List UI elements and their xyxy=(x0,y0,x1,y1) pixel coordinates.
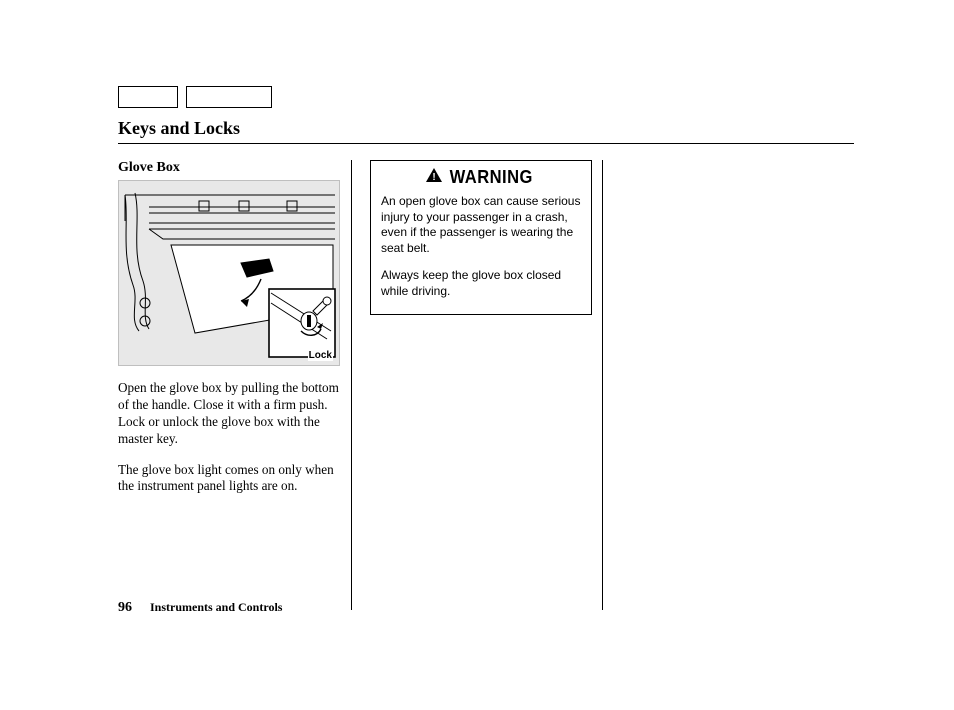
warning-title-row: ! WARNING xyxy=(371,161,591,194)
glove-box-para-2: The glove box light comes on only when t… xyxy=(118,462,340,496)
warning-word: WARNING xyxy=(449,167,532,188)
header-box-1 xyxy=(118,86,178,108)
glove-box-para-1: Open the glove box by pulling the bottom… xyxy=(118,380,340,448)
glove-box-figure: Lock xyxy=(118,180,340,366)
column-2: ! WARNING An open glove box can cause se… xyxy=(370,160,603,610)
column-3 xyxy=(621,160,854,610)
warning-box: ! WARNING An open glove box can cause se… xyxy=(370,160,592,315)
page-number: 96 xyxy=(118,600,132,615)
column-divider-2 xyxy=(602,160,603,610)
column-divider-1 xyxy=(351,160,352,610)
lock-label: Lock xyxy=(308,350,333,361)
header-box-2 xyxy=(186,86,272,108)
section-title: Keys and Locks xyxy=(118,118,854,144)
glove-box-heading: Glove Box xyxy=(118,160,340,176)
footer-section-label: Instruments and Controls xyxy=(150,600,282,614)
page-footer: 96 Instruments and Controls xyxy=(118,598,282,616)
header-placeholder-boxes xyxy=(118,86,272,108)
content-columns: Glove Box xyxy=(118,160,854,610)
glove-box-illustration xyxy=(119,181,341,367)
warning-triangle-icon: ! xyxy=(426,168,442,187)
column-1: Glove Box xyxy=(118,160,352,610)
warning-para-1: An open glove box can cause serious inju… xyxy=(371,194,591,256)
warning-para-2: Always keep the glove box closed while d… xyxy=(371,268,591,299)
manual-page: Keys and Locks Glove Box xyxy=(0,0,954,710)
svg-text:!: ! xyxy=(432,172,435,182)
